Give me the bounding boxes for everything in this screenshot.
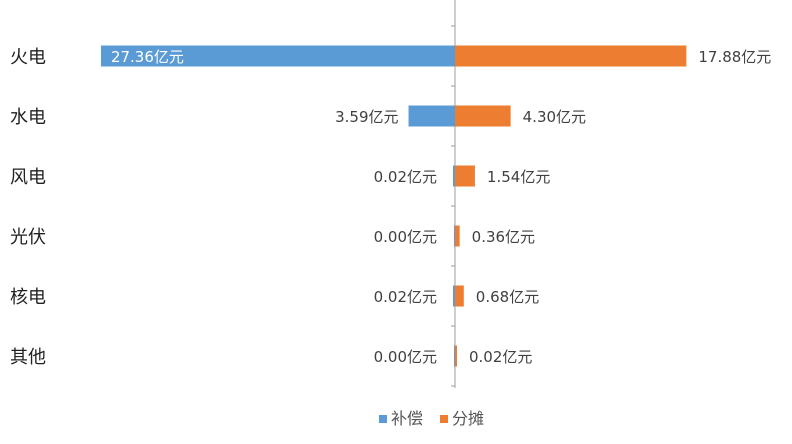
data-label-compensation: 0.02亿元 — [374, 168, 437, 186]
data-label-compensation: 0.00亿元 — [374, 228, 437, 246]
legend-swatch-compensation — [379, 415, 387, 423]
category-label: 风电 — [10, 167, 46, 188]
category-label: 火电 — [10, 47, 46, 68]
legend-label-allocation: 分摊 — [452, 409, 484, 428]
data-label-allocation: 17.88亿元 — [698, 48, 771, 66]
category-label: 其他 — [10, 347, 46, 368]
legend-swatch-allocation — [440, 415, 448, 423]
data-label-compensation: 0.00亿元 — [374, 348, 437, 366]
data-label-compensation: 27.36亿元 — [111, 48, 184, 66]
bar-compensation — [100, 45, 455, 67]
category-label: 光伏 — [10, 227, 46, 248]
bar-allocation — [455, 165, 475, 187]
data-label-allocation: 0.68亿元 — [476, 288, 539, 306]
data-label-allocation: 4.30亿元 — [523, 108, 586, 126]
data-label-compensation: 3.59亿元 — [335, 108, 398, 126]
bar-compensation — [453, 165, 455, 187]
bar-allocation — [455, 285, 464, 307]
bar-compensation — [454, 225, 455, 247]
bar-compensation — [454, 345, 455, 367]
bar-allocation — [455, 225, 460, 247]
bar-allocation — [455, 105, 511, 127]
bar-allocation — [455, 345, 457, 367]
data-label-allocation: 0.02亿元 — [469, 348, 532, 366]
category-label: 水电 — [10, 107, 46, 128]
bar-allocation — [455, 45, 687, 67]
data-label-allocation: 1.54亿元 — [487, 168, 550, 186]
bar-compensation — [408, 105, 455, 127]
legend-label-compensation: 补偿 — [391, 409, 423, 428]
data-label-compensation: 0.02亿元 — [374, 288, 437, 306]
bar-compensation — [453, 285, 455, 307]
data-label-allocation: 0.36亿元 — [472, 228, 535, 246]
category-label: 核电 — [10, 287, 46, 308]
